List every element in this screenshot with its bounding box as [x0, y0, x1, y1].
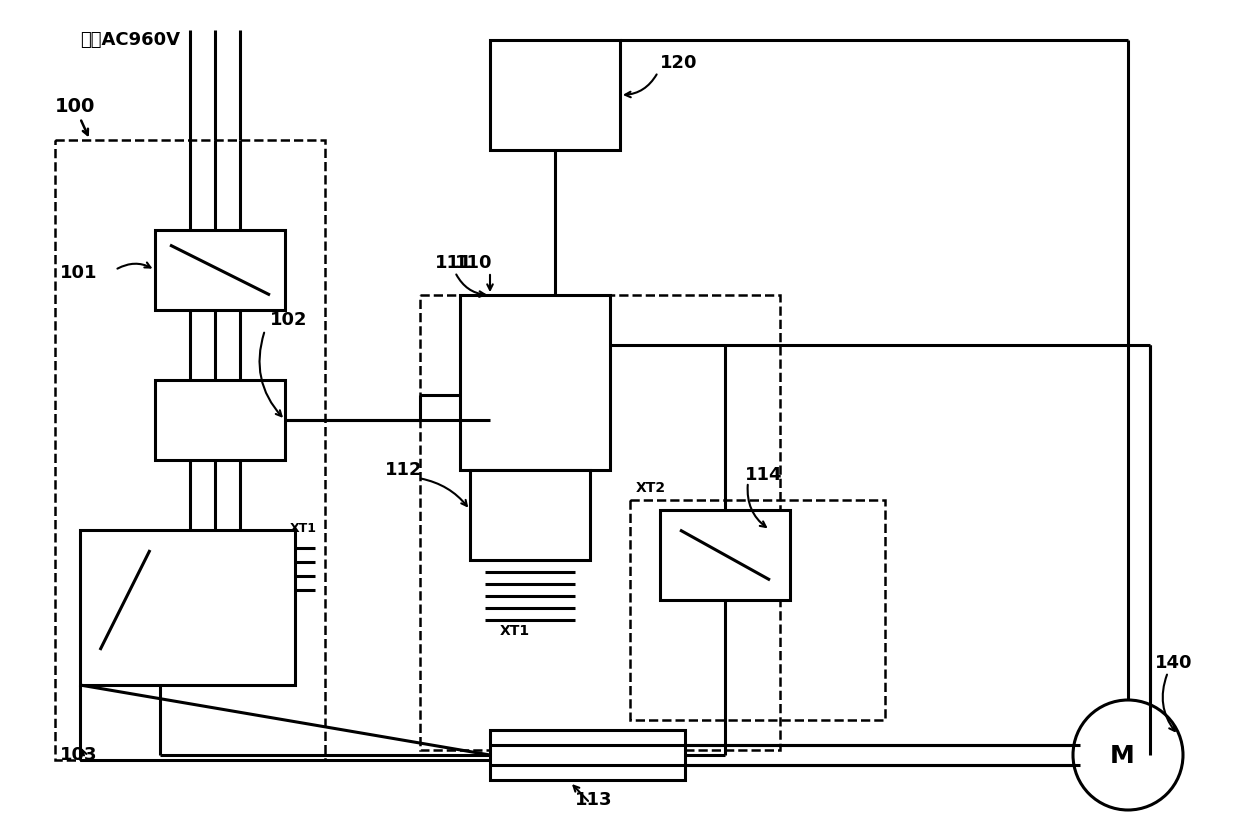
Text: XT1: XT1 — [290, 522, 317, 535]
Text: 112: 112 — [384, 461, 423, 479]
Text: 103: 103 — [60, 746, 98, 764]
Bar — [630, 500, 885, 720]
Bar — [155, 380, 285, 460]
Bar — [55, 140, 325, 760]
Text: 111: 111 — [435, 254, 472, 272]
Text: 101: 101 — [60, 264, 98, 282]
Text: 100: 100 — [55, 97, 95, 116]
Text: 120: 120 — [660, 54, 697, 72]
Bar — [420, 295, 780, 750]
Bar — [81, 530, 295, 685]
Text: XT2: XT2 — [636, 481, 666, 495]
Text: 外部AC960V: 外部AC960V — [81, 31, 180, 49]
Bar — [490, 730, 684, 780]
Bar — [155, 230, 285, 310]
Text: 110: 110 — [455, 254, 492, 272]
Text: XT1: XT1 — [500, 624, 531, 638]
Bar — [660, 510, 790, 600]
Text: M: M — [1110, 744, 1135, 768]
Bar — [490, 40, 620, 150]
Text: 114: 114 — [745, 466, 782, 484]
Bar — [460, 295, 610, 470]
Text: 102: 102 — [270, 311, 308, 329]
Text: 113: 113 — [575, 791, 613, 809]
Bar — [470, 470, 590, 560]
Text: 140: 140 — [1154, 654, 1193, 672]
